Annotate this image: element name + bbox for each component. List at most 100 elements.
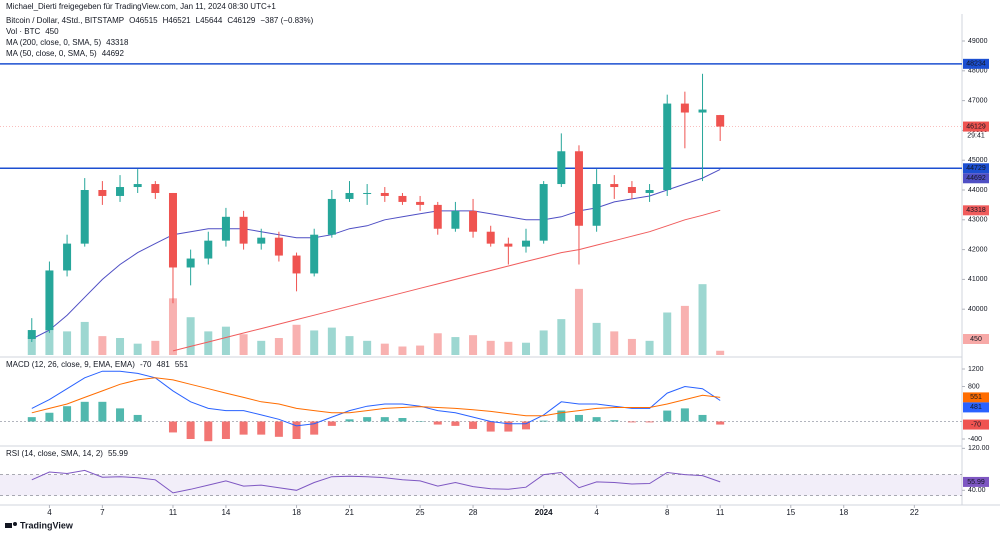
y-tick-label: 120.00: [968, 445, 990, 452]
volume-bar: [627, 338, 636, 355]
volume-bar: [557, 319, 566, 355]
volume-bar: [274, 338, 283, 355]
histogram-bar: [610, 420, 619, 422]
legend-text: MACD (12, 26, close, 9, EMA, EMA): [6, 360, 135, 369]
candle-body: [627, 187, 636, 193]
price-tag-bg: [963, 173, 989, 184]
candle-body: [574, 151, 583, 226]
volume-bar: [645, 340, 654, 355]
legend-text: -70: [140, 360, 152, 369]
price-tag-bg: [963, 419, 989, 430]
volume-bar: [151, 340, 160, 355]
y-tick-label: 48000: [968, 68, 988, 75]
candle-body: [610, 184, 619, 188]
volume-bar: [504, 341, 513, 355]
x-tick-label: 2024: [535, 508, 553, 517]
histogram-bar: [627, 421, 636, 423]
candle-body: [116, 187, 125, 196]
y-tick-label: 43000: [968, 217, 988, 224]
price-tag-text: 44729: [966, 165, 986, 172]
x-tick-label: 7: [100, 508, 105, 517]
x-tick-label: 25: [416, 508, 425, 517]
x-tick-label: 18: [839, 508, 848, 517]
y-tick-label: 800: [968, 383, 980, 390]
y-tick-label: 40.00: [968, 487, 986, 494]
histogram-bar: [469, 421, 478, 429]
signal-line: [31, 377, 721, 417]
x-tick-label: 14: [221, 508, 230, 517]
price-tag-text: 55.99: [967, 479, 985, 486]
price-tag-bg: [963, 392, 989, 403]
volume-bar: [27, 336, 36, 355]
candle-body: [557, 151, 566, 185]
price-tag: 551: [963, 392, 989, 403]
y-tick-label: 47000: [968, 97, 988, 104]
y-tick-label: 1200: [968, 366, 984, 373]
candle-body: [310, 234, 319, 274]
histogram-bar: [592, 417, 601, 422]
legend-text: 44692: [102, 49, 125, 58]
volume-bar: [663, 312, 672, 355]
countdown: 29:41: [967, 132, 985, 139]
histogram-bar: [133, 414, 142, 422]
x-tick-label: 4: [594, 508, 599, 517]
price-tag-text: 46129: [966, 123, 986, 130]
histogram-bar: [239, 421, 248, 435]
histogram-bar: [221, 421, 230, 440]
volume-bar: [469, 335, 478, 355]
candle-body: [327, 198, 336, 235]
candle-body: [27, 330, 36, 339]
histogram-bar: [680, 408, 689, 422]
y-tick-label: 40000: [968, 306, 988, 313]
candle-body: [680, 103, 689, 113]
legend-text: 481: [157, 360, 171, 369]
histogram-bar: [522, 421, 531, 430]
y-tick-label: 49000: [968, 38, 988, 45]
histogram-bar: [186, 421, 195, 440]
histogram-bar: [539, 420, 548, 422]
volume-bar: [327, 327, 336, 355]
y-tick-label: -400: [968, 436, 982, 443]
volume-bar: [98, 336, 107, 355]
candle-body: [416, 201, 425, 205]
candle-body: [168, 192, 177, 268]
candle-body: [645, 190, 654, 193]
candle-body: [221, 216, 230, 241]
volume-bar: [116, 338, 125, 355]
histogram-bar: [204, 421, 213, 442]
volume-bar: [522, 342, 531, 355]
volume-bar: [380, 343, 389, 355]
candle-body: [539, 184, 548, 241]
price-tag: 46129: [963, 121, 989, 132]
histogram-bar: [63, 406, 72, 422]
x-tick-label: 28: [469, 508, 478, 517]
x-tick-label: 22: [910, 508, 919, 517]
candle-body: [398, 195, 407, 202]
volume-bar: [433, 333, 442, 355]
footer-brand: TradingView: [20, 520, 74, 530]
y-tick-label: 41000: [968, 276, 988, 283]
volume-bar: [574, 288, 583, 355]
volume-bar: [610, 331, 619, 355]
x-tick-label: 18: [292, 508, 301, 517]
legend-text: MA (200, close, 0, SMA, 5): [6, 38, 101, 47]
volume-bar: [363, 340, 372, 355]
price-tag: 481: [963, 402, 989, 413]
price-tag-text: 44692: [966, 175, 986, 182]
legend-text: 43318: [106, 38, 129, 47]
macd-line: [31, 370, 721, 427]
volume-bar: [680, 305, 689, 355]
volume-bar: [292, 324, 301, 355]
price-tag-bg: [963, 58, 989, 69]
candle-body: [239, 216, 248, 244]
histogram-bar: [574, 414, 583, 422]
histogram-bar: [257, 421, 266, 435]
candle-body: [663, 103, 672, 191]
volume-bar: [345, 336, 354, 355]
price-tag-bg: [963, 121, 989, 132]
candle-body: [204, 240, 213, 259]
volume-bar: [221, 326, 230, 355]
volume-bar: [45, 326, 54, 355]
price-tag: 44692: [963, 173, 989, 184]
candle-body: [451, 210, 460, 229]
